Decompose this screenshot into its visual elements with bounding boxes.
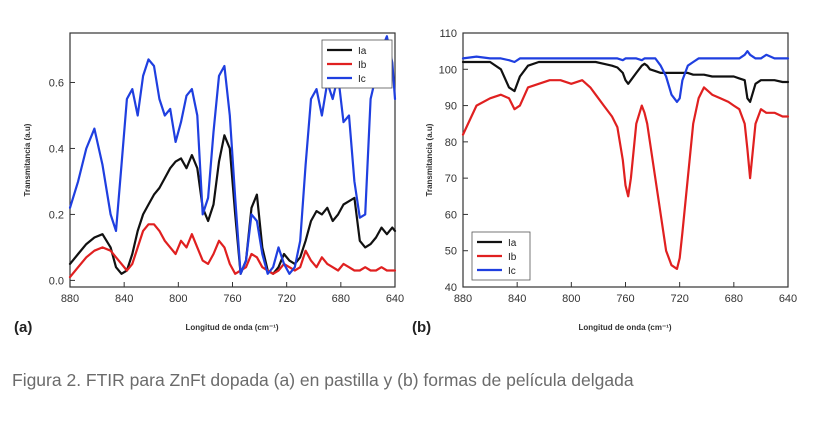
x-tick-label: 840 — [115, 293, 133, 305]
figure-caption: Figura 2. FTIR para ZnFt dopada (a) en p… — [12, 370, 634, 390]
legend-label-Ib: Ib — [508, 252, 517, 263]
series-line-Ia — [461, 60, 790, 104]
x-tick-label: 880 — [454, 293, 472, 305]
x-tick-label: 720 — [670, 293, 688, 305]
y-tick-label: 110 — [439, 28, 457, 40]
y-tick-label: 0.2 — [49, 209, 64, 221]
x-axis-label-a: Longitud de onda (cm⁻¹) — [185, 323, 278, 332]
series-line-Ib — [461, 79, 790, 270]
y-tick-label: 0.0 — [49, 275, 64, 287]
y-tick-label: 60 — [445, 209, 457, 221]
legend-label-Ic: Ic — [508, 266, 516, 277]
y-axis-label-a: Transmitancia (a.u) — [23, 123, 32, 196]
series-line-Ic — [461, 49, 790, 104]
panel-label-b: (b) — [412, 319, 431, 336]
y-tick-label: 80 — [445, 137, 457, 149]
legend-label-Ia: Ia — [508, 238, 517, 249]
x-tick-label: 640 — [779, 293, 797, 305]
x-tick-label: 680 — [725, 293, 743, 305]
y-tick-label: 0.4 — [49, 143, 64, 155]
x-tick-label: 760 — [616, 293, 634, 305]
y-tick-label: 0.6 — [49, 77, 64, 89]
x-tick-label: 760 — [223, 293, 241, 305]
figure-canvas: 0.0 0.2 0.4 0.6 880 840 800 760 720 680 640 Trans… — [14, 28, 797, 336]
y-tick-label: 90 — [445, 101, 457, 113]
legend-b: Ia Ib Ic — [471, 231, 531, 281]
series-line-Ic — [68, 35, 397, 275]
x-tick-label: 640 — [386, 293, 404, 305]
x-tick-label: 680 — [332, 293, 350, 305]
x-tick-label: 880 — [61, 293, 79, 305]
x-tick-label: 800 — [562, 293, 580, 305]
legend-label-Ib: Ib — [358, 60, 367, 71]
series-lines-a — [68, 35, 397, 279]
y-tick-label: 100 — [439, 64, 457, 76]
x-tick-label: 840 — [508, 293, 526, 305]
x-tick-label: 720 — [277, 293, 295, 305]
legend-a: Ia Ib Ic — [321, 39, 393, 89]
chart-panel-b: 40 50 60 70 80 90 100 110 880 840 800 760 720 680 640… — [412, 28, 797, 336]
y-axis-label-b: Transmitancia (a.u) — [425, 123, 434, 196]
legend-label-Ia: Ia — [358, 46, 367, 57]
panel-label-a: (a) — [14, 319, 32, 336]
series-lines-b — [461, 49, 790, 270]
y-tick-label: 40 — [445, 282, 457, 294]
y-tick-label: 50 — [445, 246, 457, 258]
x-tick-label: 800 — [169, 293, 187, 305]
legend-label-Ic: Ic — [358, 74, 366, 85]
y-tick-label: 70 — [445, 173, 457, 185]
x-axis-label-b: Longitud de onda (cm⁻¹) — [578, 323, 671, 332]
chart-panel-a: 0.0 0.2 0.4 0.6 880 840 800 760 720 680 640 Trans… — [14, 32, 404, 336]
